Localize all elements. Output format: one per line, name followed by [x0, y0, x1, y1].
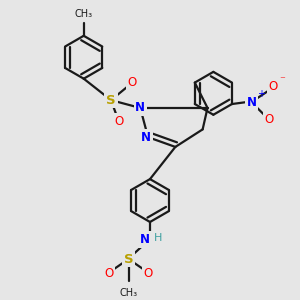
Text: O: O — [104, 267, 114, 280]
Text: CH₃: CH₃ — [75, 9, 93, 19]
Text: O: O — [114, 115, 123, 128]
Text: N: N — [246, 96, 256, 109]
Text: S: S — [106, 94, 116, 106]
Text: CH₃: CH₃ — [119, 288, 138, 298]
Text: O: O — [264, 113, 274, 126]
Text: N: N — [141, 131, 151, 144]
Text: S: S — [124, 253, 134, 266]
Text: H: H — [154, 232, 162, 243]
Text: N: N — [135, 101, 145, 114]
Text: O: O — [128, 76, 137, 89]
Text: +: + — [257, 89, 265, 99]
Text: O: O — [268, 80, 278, 93]
Text: O: O — [143, 267, 153, 280]
Text: N: N — [140, 233, 150, 246]
Text: ⁻: ⁻ — [280, 76, 286, 85]
